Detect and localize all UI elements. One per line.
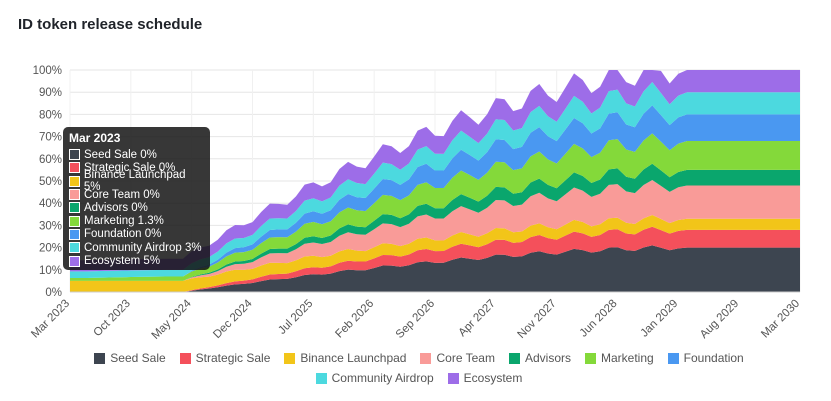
area-core-team [70,180,800,281]
legend-item-marketing[interactable]: Marketing [584,351,654,365]
tooltip-text: Marketing 1.3% [84,215,164,228]
tooltip-row: Community Airdrop 3% [69,241,204,254]
y-tick-label: 20% [39,243,62,255]
legend-item-binance-launchpad[interactable]: Binance Launchpad [284,351,406,365]
area-ecosystem [70,70,800,272]
x-tick-label: Jan 2029 [639,298,681,340]
tooltip-swatch [69,175,80,187]
legend-label: Seed Sale [110,351,166,365]
x-tick-label: Dec 2024 [211,297,255,341]
x-tick-label: Nov 2027 [515,298,558,341]
tooltip-row: Ecosystem 5% [69,254,204,267]
y-tick-label: 70% [39,132,62,144]
x-tick-label: Mar 2023 [29,298,72,341]
legend-label: Advisors [524,351,571,365]
y-tick-label: 50% [39,176,62,188]
legend-swatch [94,352,106,364]
tooltip-row: Strategic Sale 0% [69,161,204,174]
tooltip-swatch [69,202,80,214]
legend-item-seed-sale[interactable]: Seed Sale [94,351,166,365]
legend-swatch [315,372,327,384]
chart-title: ID token release schedule [18,16,203,33]
tooltip-title: Mar 2023 [69,131,121,145]
legend-label: Binance Launchpad [300,351,407,365]
tooltip-row: Foundation 0% [69,228,204,241]
area-marketing [70,133,800,281]
tooltip-swatch [69,162,80,174]
area-binance-launchpad [70,214,800,292]
y-tick-label: 80% [39,109,62,121]
tooltip-row: Core Team 0% [69,188,204,201]
area-seed-sale [70,245,800,292]
legend-swatch [179,352,191,364]
tooltip-text: Foundation 0% [84,228,162,241]
chart-legend: Seed Sale Strategic Sale Binance Launchp… [40,351,800,385]
tooltip-row: Advisors 0% [69,201,204,214]
y-tick-label: 90% [39,87,62,99]
tooltip-row: Seed Sale 0% [69,148,204,161]
tooltip-text: Ecosystem 5% [84,255,161,268]
tooltip-swatch [69,255,80,267]
legend-label: Foundation [683,351,744,365]
legend-label: Marketing [600,351,654,365]
tooltip-swatch [69,228,80,240]
legend-item-strategic-sale[interactable]: Strategic Sale [179,351,271,365]
tooltip-swatch [69,242,80,254]
tooltip-text: Seed Sale 0% [84,148,157,161]
tooltip-text: Core Team 0% [84,188,160,201]
x-tick-label: Oct 2023 [91,298,132,339]
tooltip-text: Binance Launchpad 5% [83,169,186,194]
y-tick-label: 40% [39,198,62,210]
y-tick-label: 0% [45,287,62,299]
x-tick-label: Feb 2026 [333,298,376,341]
legend-label: Community Airdrop [331,371,434,385]
x-tick-label: Sep 2026 [394,298,437,341]
legend-item-ecosystem[interactable]: Ecosystem [447,371,523,385]
legend-label: Ecosystem [463,371,523,385]
tooltip-swatch [69,189,80,201]
legend-label: Core Team [436,351,495,365]
legend-item-core-team[interactable]: Core Team [420,351,495,365]
legend-label: Strategic Sale [195,351,271,365]
area-strategic-sale [70,226,800,292]
legend-swatch [447,372,459,384]
tooltip-row: Marketing 1.3% [69,214,204,227]
y-tick-label: 10% [39,265,62,277]
legend-swatch [584,352,596,364]
legend-swatch [284,352,296,364]
tooltip-swatch [69,215,80,227]
legend-item-foundation[interactable]: Foundation [667,351,744,365]
legend-swatch [420,352,432,364]
x-tick-label: Jul 2025 [276,298,315,337]
area-advisors [70,163,800,281]
y-tick-label: 100% [33,65,62,77]
x-tick-label: Jun 2028 [578,298,620,340]
tooltip-text: Community Airdrop 3% [84,241,202,254]
x-tick-label: Mar 2030 [759,298,802,341]
legend-swatch [667,352,679,364]
tooltip-text: Advisors 0% [84,201,148,214]
chart-tooltip: Mar 2023 Seed Sale 0% Strategic Sale 0% … [63,127,210,270]
area-community-airdrop [70,82,800,279]
x-tick-label: Aug 2029 [698,298,741,341]
tooltip-text: Strategic Sale 0% [84,161,176,174]
legend-swatch [508,352,520,364]
x-tick-label: May 2024 [150,297,195,342]
tooltip-swatch [69,149,80,161]
tooltip-row: Binance Launchpad 5% [69,169,204,193]
legend-item-advisors[interactable]: Advisors [508,351,571,365]
area-foundation [70,105,800,279]
legend-item-community-airdrop[interactable]: Community Airdrop [315,371,434,385]
x-tick-label: Apr 2027 [456,298,497,339]
y-tick-label: 60% [39,154,62,166]
y-tick-label: 30% [39,220,62,232]
